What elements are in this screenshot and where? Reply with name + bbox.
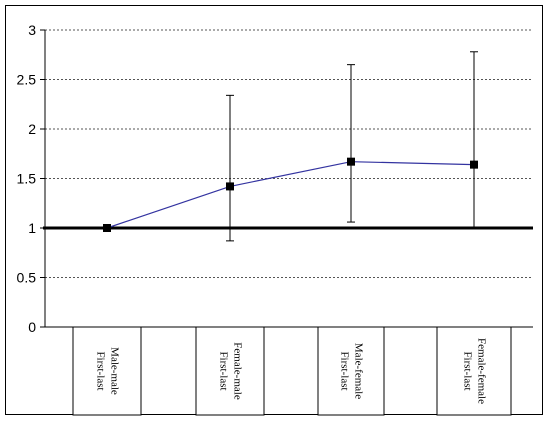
category-label: First-last bbox=[461, 351, 473, 390]
category-box bbox=[195, 326, 265, 416]
category-box bbox=[72, 326, 142, 416]
category-label: Male-female bbox=[352, 343, 364, 399]
category-label: Female-male bbox=[231, 342, 243, 400]
y-tick-label: 0.5 bbox=[17, 270, 37, 286]
category-label: First-last bbox=[338, 351, 350, 390]
category-label: First-last bbox=[94, 351, 106, 390]
y-tick-label: 0 bbox=[28, 319, 36, 335]
y-tick-label: 2.5 bbox=[17, 72, 37, 88]
data-point bbox=[226, 182, 234, 191]
data-point bbox=[347, 157, 355, 166]
category-box bbox=[317, 326, 385, 416]
data-point bbox=[470, 160, 478, 169]
y-tick-label: 3 bbox=[28, 22, 36, 38]
series-line bbox=[106, 161, 475, 229]
category-label: Female-female bbox=[475, 338, 487, 404]
category-label: Male-male bbox=[108, 347, 120, 395]
data-point bbox=[103, 224, 111, 232]
y-tick-label: 1.5 bbox=[17, 171, 37, 187]
y-tick-label: 2 bbox=[28, 121, 36, 137]
category-box bbox=[436, 326, 512, 416]
y-tick-label: 1 bbox=[28, 220, 36, 236]
category-label: First-last bbox=[217, 351, 229, 390]
